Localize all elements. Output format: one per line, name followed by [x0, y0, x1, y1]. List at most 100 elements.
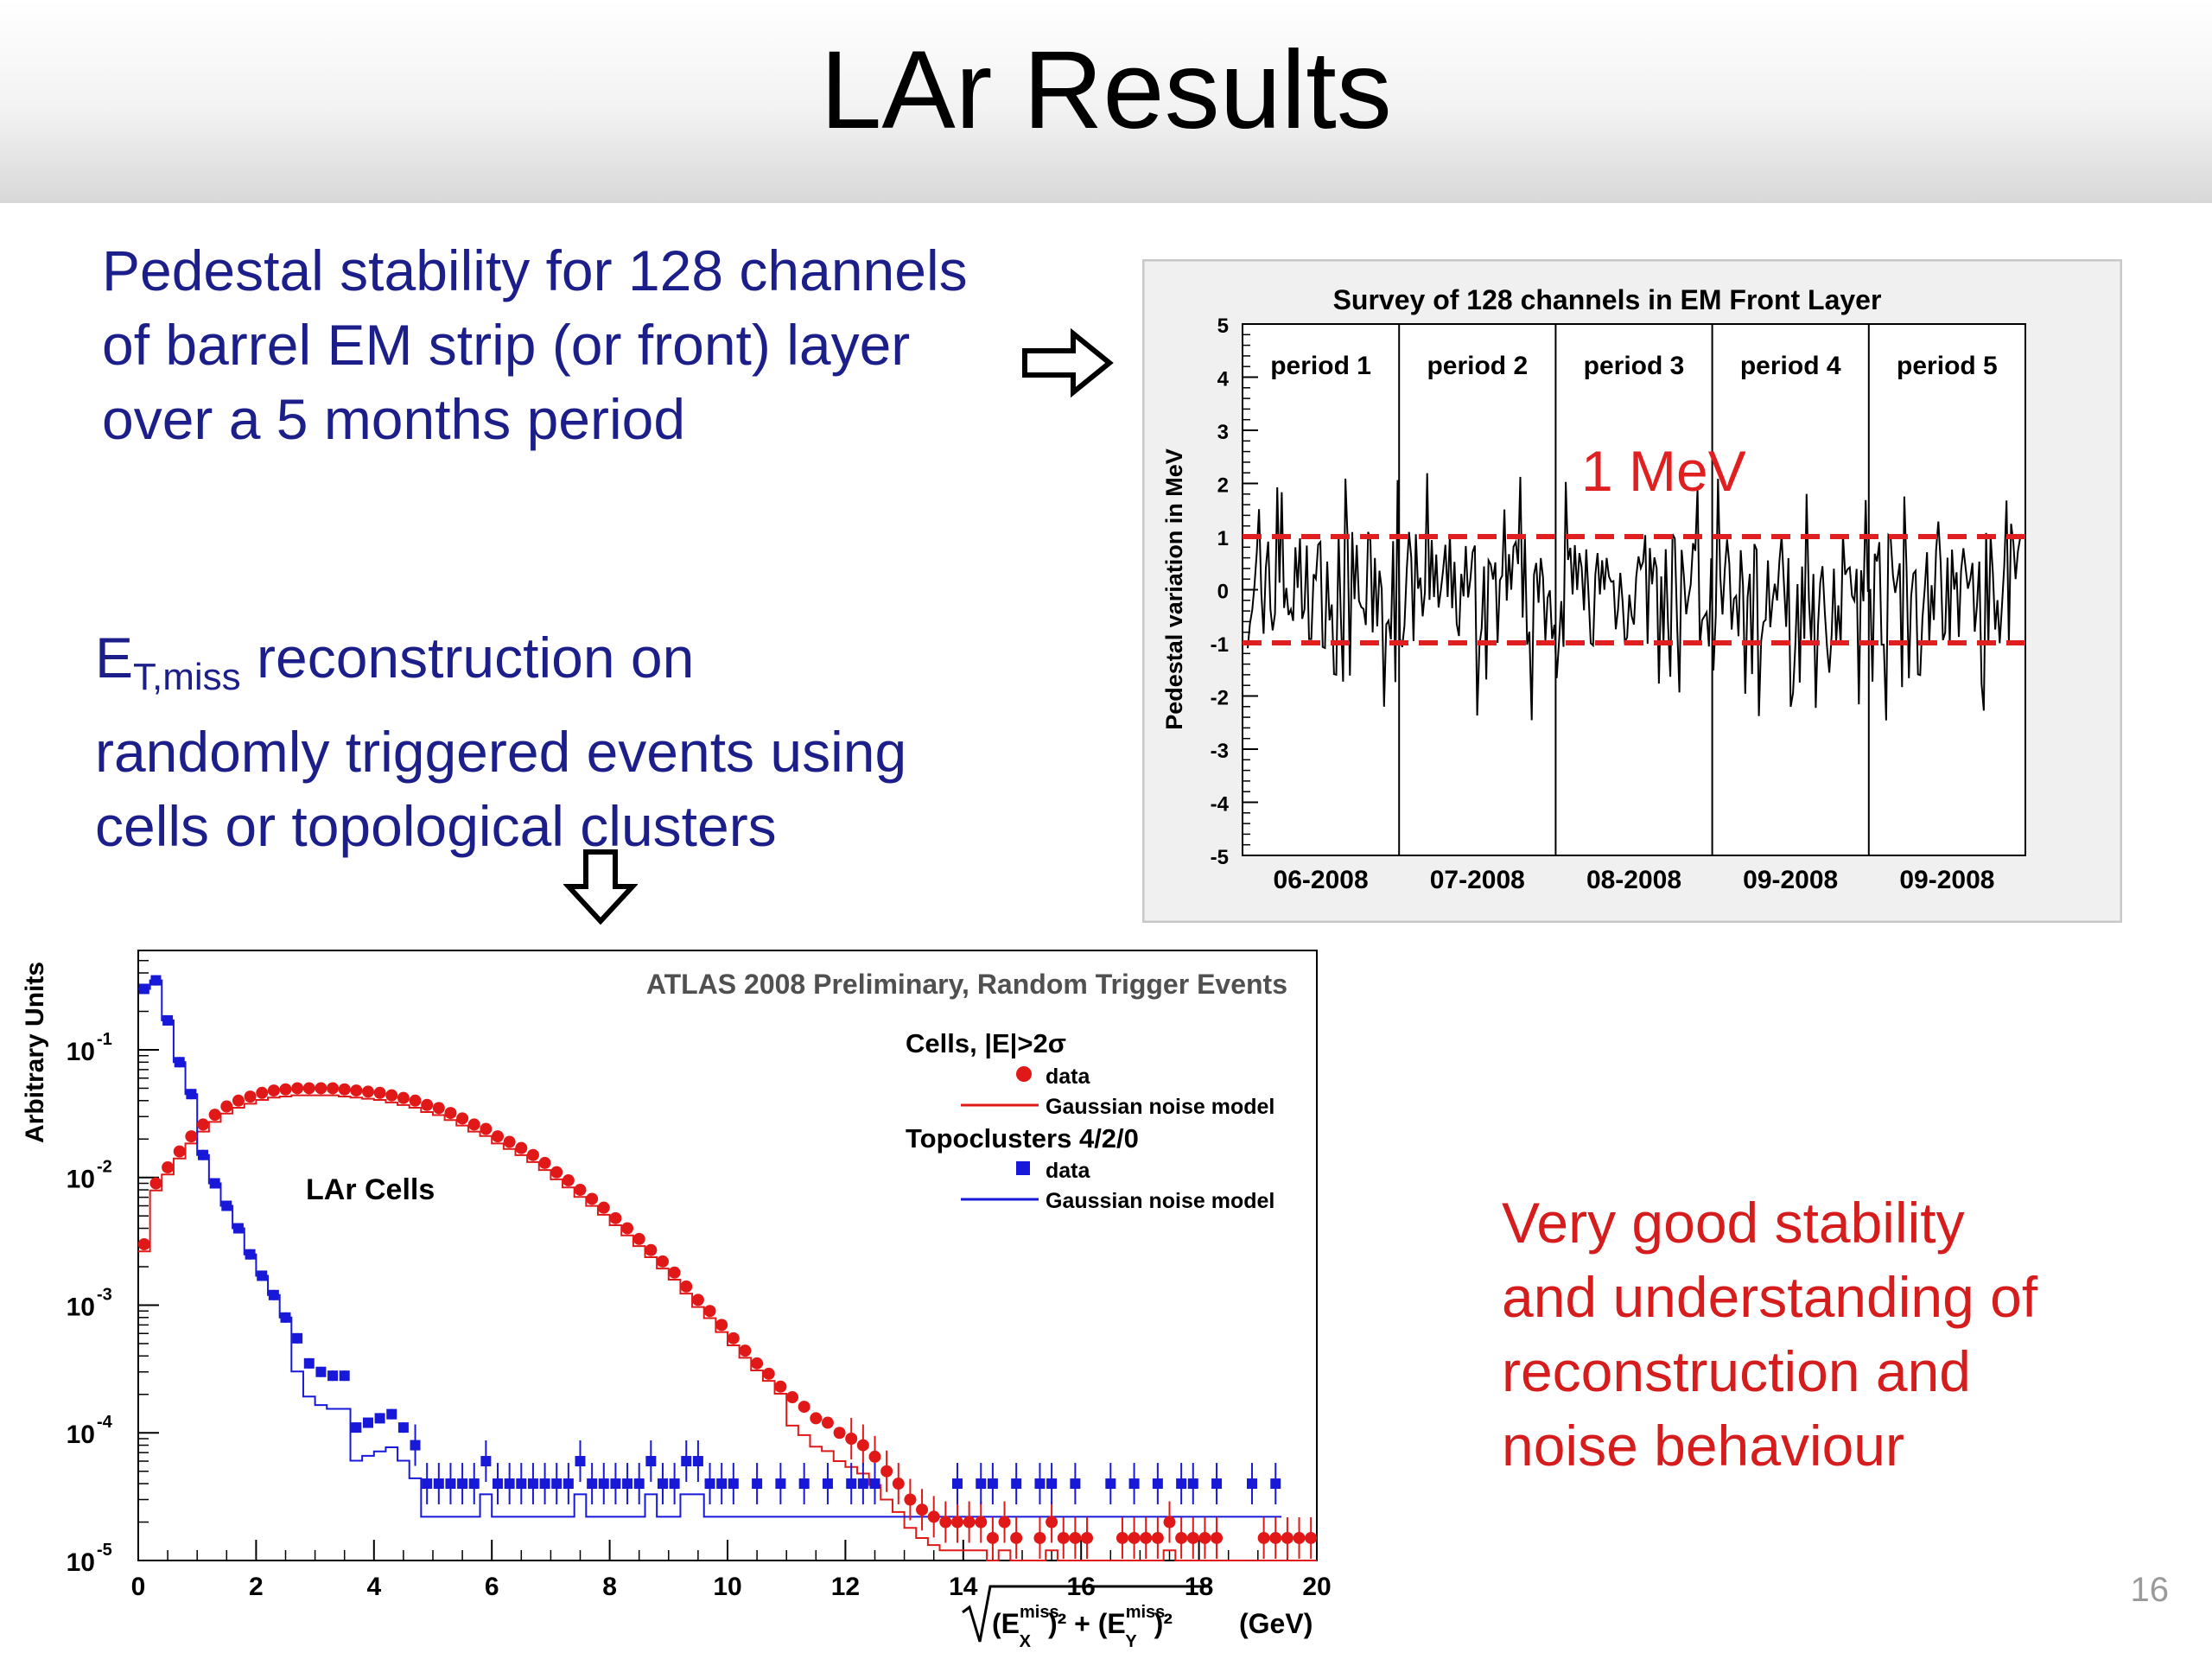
cells-data-point — [421, 1098, 434, 1111]
topo-data-point — [468, 1478, 480, 1490]
cells-data-point — [1305, 1531, 1318, 1544]
met-y-tick-label: 10 — [67, 1166, 95, 1194]
topo-data-point — [410, 1440, 421, 1451]
cells-model-step — [138, 1094, 1317, 1561]
cells-data-point — [1116, 1531, 1128, 1544]
cells-data-point — [1211, 1531, 1224, 1544]
down-arrow-icon — [563, 849, 638, 925]
cells-data-point — [621, 1222, 634, 1235]
met-y-tick-exponent: -3 — [97, 1285, 112, 1304]
etmiss-text: ET,miss reconstruction on randomly trigg… — [95, 620, 906, 863]
topo-data-point — [339, 1370, 350, 1382]
cells-data-point — [1293, 1531, 1306, 1544]
met-y-tick-label: 10 — [67, 1293, 95, 1321]
topo-data-point — [257, 1270, 268, 1281]
met-y-tick-label: 10 — [67, 1421, 95, 1449]
topo-data-point — [362, 1417, 373, 1428]
cells-data-point — [1163, 1516, 1176, 1529]
topo-data-point — [563, 1478, 574, 1490]
pedestal-y-tick-label: -2 — [1211, 687, 1229, 710]
etmiss-text-rest: reconstruction on — [240, 626, 695, 690]
topo-data-point — [1070, 1478, 1081, 1490]
met-x-tick-label: 20 — [1302, 1573, 1331, 1601]
cells-data-point — [538, 1156, 551, 1169]
met-y-tick-exponent: -1 — [97, 1030, 112, 1049]
pedestal-plot-frame — [1242, 323, 2026, 856]
topo-data-point — [422, 1478, 433, 1490]
cells-data-point — [762, 1367, 775, 1380]
cells-data-point — [338, 1083, 351, 1096]
cells-data-point — [480, 1122, 493, 1135]
period-label: period 3 — [1584, 352, 1685, 380]
cells-data-point — [327, 1082, 340, 1095]
topo-data-point — [1105, 1478, 1116, 1490]
pedestal-text: Pedestal stability for 128 channels of b… — [102, 233, 968, 456]
topo-data-point — [493, 1478, 504, 1490]
pedestal-y-tick-label: 3 — [1217, 421, 1229, 444]
legend-group-topo: Topoclusters 4/2/0 — [906, 1123, 1139, 1154]
topo-data-point — [657, 1478, 668, 1490]
cells-data-point — [350, 1084, 363, 1097]
cells-data-point — [786, 1391, 799, 1404]
conclusion-text-line: and understanding of — [1502, 1265, 2038, 1329]
topo-data-point — [138, 983, 149, 995]
topo-data-point — [186, 1089, 197, 1100]
legend-topo-data: data — [1046, 1159, 1091, 1183]
period-month-label: 07-2008 — [1430, 866, 1525, 894]
etmiss-text-line: ET,miss reconstruction on — [95, 620, 906, 715]
cells-data-point — [1069, 1531, 1082, 1544]
pedestal-y-tick-label: -5 — [1211, 846, 1229, 869]
topo-data-point — [209, 1178, 220, 1189]
sqrt-sign-icon — [962, 1585, 1210, 1643]
cells-data-point — [1033, 1531, 1046, 1544]
period-label: period 4 — [1740, 352, 1841, 380]
conclusion-text-line: Very good stability — [1502, 1191, 1965, 1255]
topo-data-point — [232, 1223, 244, 1234]
met-x-tick-label: 14 — [949, 1573, 978, 1601]
cells-data-point — [208, 1109, 221, 1122]
topo-data-point — [351, 1422, 362, 1433]
cells-data-point — [715, 1319, 728, 1332]
cells-data-point — [632, 1232, 645, 1245]
cells-data-point — [963, 1516, 976, 1529]
met-y-tick-exponent: -4 — [97, 1413, 113, 1432]
cells-data-point — [892, 1478, 905, 1491]
cells-data-point — [751, 1357, 764, 1370]
topo-data-point — [987, 1478, 998, 1490]
cells-data-point — [197, 1118, 210, 1131]
topo-data-point — [633, 1478, 645, 1490]
legend-group-cells: Cells, |E|>2σ — [906, 1028, 1066, 1058]
met-inner-label: LAr Cells — [306, 1173, 435, 1206]
cells-data-point — [456, 1112, 469, 1125]
topo-data-point — [480, 1456, 492, 1467]
topo-data-point — [1187, 1478, 1198, 1490]
topo-data-point — [669, 1478, 680, 1490]
cells-data-point — [1186, 1531, 1199, 1544]
cells-data-point — [821, 1416, 834, 1429]
topo-data-point — [716, 1478, 728, 1490]
pedestal-y-tick-label: -4 — [1211, 793, 1230, 817]
legend-cells-data: data — [1046, 1065, 1091, 1089]
topo-data-point — [1128, 1478, 1140, 1490]
topo-data-point — [1046, 1478, 1058, 1490]
pedestal-y-tick-label: 5 — [1217, 315, 1229, 338]
cells-data-point — [1269, 1531, 1282, 1544]
topo-data-point — [280, 1312, 291, 1323]
topo-data-point — [162, 1014, 174, 1026]
met-y-axis-label: Arbitrary Units — [21, 962, 49, 1143]
pedestal-text-line: of barrel EM strip (or front) layer — [102, 313, 911, 377]
cells-data-point — [256, 1086, 269, 1099]
pedestal-y-tick-label: 0 — [1217, 581, 1229, 604]
pedestal-variation-trace — [1247, 473, 2021, 721]
topo-data-point — [692, 1456, 703, 1467]
topo-data-point — [681, 1456, 692, 1467]
cells-data-point — [927, 1510, 940, 1523]
met-x-tick-label: 0 — [131, 1573, 146, 1601]
pedestal-chart-title: Survey of 128 channels in EM Front Layer — [1333, 284, 1882, 315]
cells-data-point — [1081, 1531, 1094, 1544]
cells-data-point — [986, 1531, 999, 1544]
topo-data-point — [374, 1413, 385, 1424]
cells-data-point — [137, 1237, 150, 1250]
cells-data-point — [1175, 1531, 1188, 1544]
cells-data-point — [810, 1412, 823, 1425]
